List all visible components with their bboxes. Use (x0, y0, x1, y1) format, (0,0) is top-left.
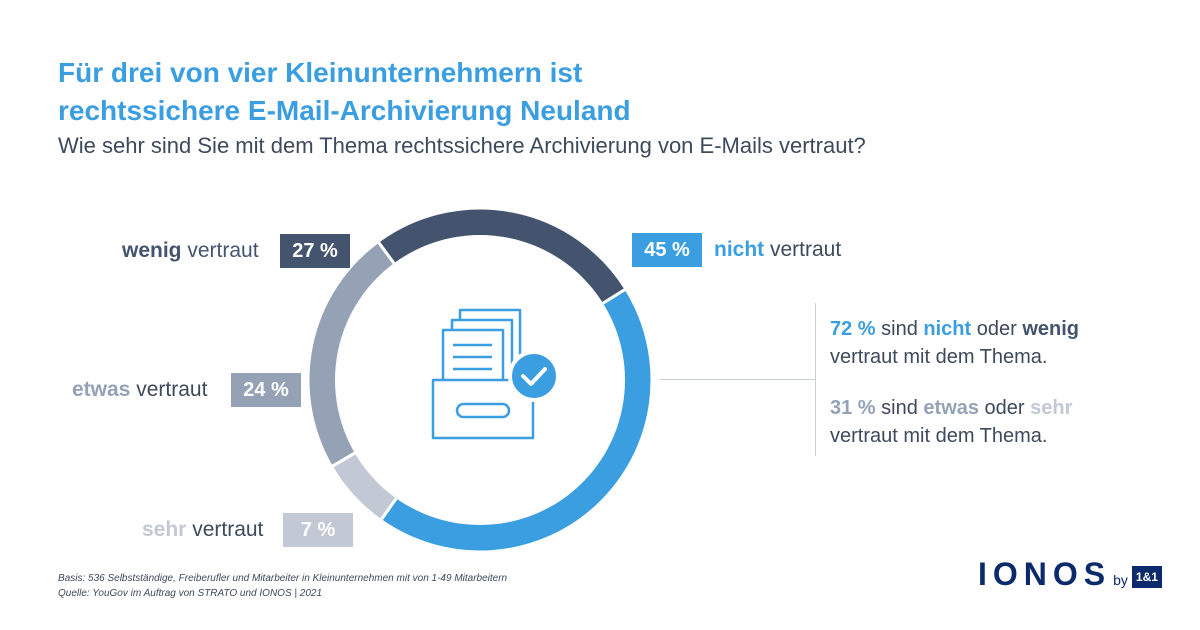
title-line-1: Für drei von vier Kleinunternehmern ist (58, 57, 583, 88)
badge-etwas: 24 % (231, 373, 301, 407)
donut-chart (306, 206, 654, 554)
badge-nicht: 45 % (632, 233, 702, 267)
logo-by: by (1113, 572, 1128, 588)
footer-basis: Basis: 536 Selbstständige, Freiberufler … (58, 573, 508, 584)
logo-name: IONOS (978, 556, 1112, 592)
divider-line (815, 303, 816, 456)
label-sehr: sehr vertraut (142, 518, 264, 541)
label-nicht: nicht vertraut (714, 238, 842, 261)
label-etwas: etwas vertraut (72, 378, 208, 401)
label-wenig: wenig vertraut (122, 239, 259, 262)
title-line-2: rechtssichere E-Mail-Archivierung Neulan… (58, 95, 631, 126)
chart-title: Für drei von vier Kleinunternehmern ist … (58, 54, 758, 130)
connector-line (660, 379, 815, 380)
chart-subtitle: Wie sehr sind Sie mit dem Thema rechtssi… (58, 133, 866, 158)
summary-etwas-sehr: 31 % sind etwas oder sehr vertraut mit d… (830, 397, 1073, 447)
logo-brand: 1&1 (1131, 566, 1162, 588)
summary-nicht-wenig: 72 % sind nicht oder wenig vertraut mit … (830, 318, 1080, 368)
ionos-logo: IONOS by 1&1 (978, 556, 1162, 593)
badge-wenig: 27 % (280, 234, 350, 268)
badge-sehr: 7 % (283, 513, 353, 547)
archive-box-check-icon (431, 308, 560, 440)
footer-source: Quelle: YouGov im Auftrag von STRATO und… (58, 588, 323, 599)
